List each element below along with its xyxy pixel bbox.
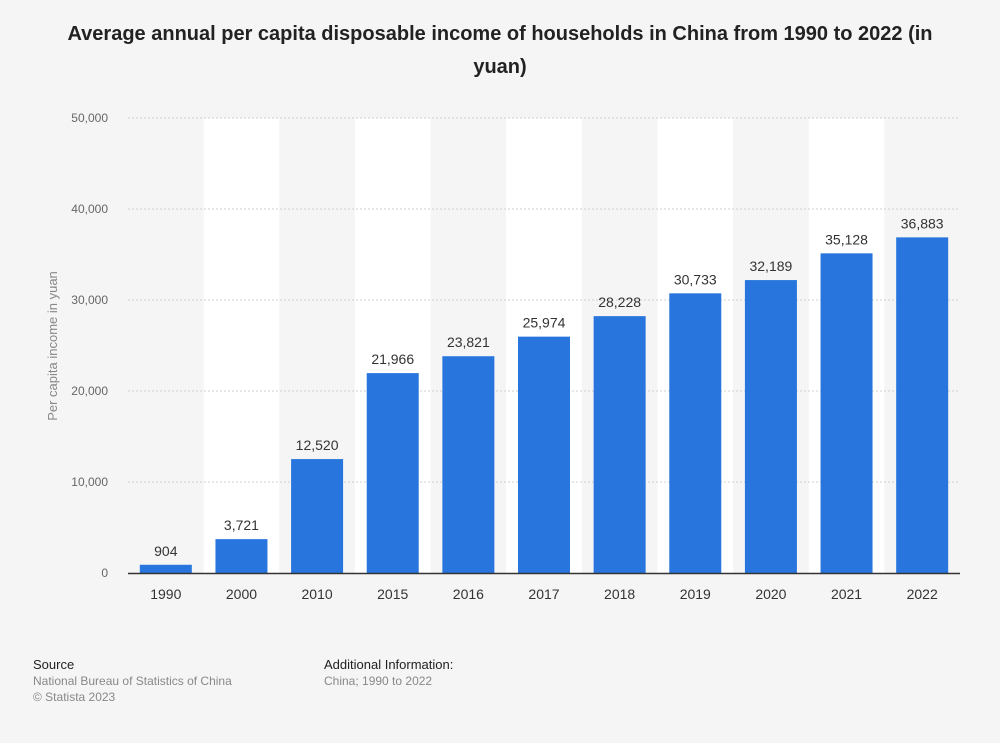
x-axis-ticks: 1990 2000 2010 2015 2016 2017 2018 2019 2020 2021… [150, 586, 938, 602]
chart-title: Average annual per capita disposable inc… [67, 23, 933, 78]
x-tick-label: 2021 [831, 586, 862, 602]
y-tick-label: 50,000 [71, 111, 108, 125]
x-tick-label: 2010 [302, 586, 333, 602]
x-tick-label: 2022 [907, 586, 938, 602]
data-label: 904 [154, 543, 178, 559]
bar [669, 293, 722, 573]
y-tick-label: 40,000 [71, 202, 108, 216]
data-label: 36,883 [901, 215, 944, 231]
data-label: 32,189 [749, 258, 792, 274]
y-axis-ticks: 0 10,000 20,000 30,000 40,000 50,000 [71, 111, 108, 580]
bar [820, 253, 873, 573]
x-tick-label: 2020 [755, 586, 786, 602]
bar [215, 539, 268, 573]
bar-chart: 0 10,000 20,000 30,000 40,000 50,000 904 3,721… [45, 111, 960, 602]
y-tick-label: 20,000 [71, 384, 108, 398]
data-labels: 904 3,721 12,520 21,966 23,821 25,974 28,228 30… [154, 215, 944, 558]
data-label: 12,520 [296, 437, 339, 453]
data-label: 25,974 [523, 315, 566, 331]
y-tick-label: 10,000 [71, 475, 108, 489]
x-tick-label: 2016 [453, 586, 484, 602]
additional-info-text: China; 1990 to 2022 [324, 674, 433, 688]
data-label: 3,721 [224, 517, 259, 533]
data-label: 30,733 [674, 271, 717, 287]
additional-info-heading: Additional Information: [324, 657, 454, 672]
y-tick-label: 0 [101, 566, 108, 580]
x-tick-label: 2017 [528, 586, 559, 602]
bar [593, 316, 646, 573]
background-band [203, 118, 280, 573]
data-label: 35,128 [825, 231, 868, 247]
bar [139, 564, 192, 573]
source-line[interactable]: National Bureau of Statistics of China [33, 674, 232, 688]
data-label: 23,821 [447, 334, 490, 350]
bar [366, 373, 419, 573]
bar [518, 336, 570, 573]
bar [442, 356, 495, 573]
bars [139, 237, 949, 574]
y-tick-label: 30,000 [71, 293, 108, 307]
bar [291, 459, 344, 573]
source-block: Source National Bureau of Statistics of … [33, 657, 232, 705]
bar [896, 237, 949, 574]
data-label: 28,228 [598, 294, 641, 310]
y-axis-label: Per capita income in yuan [45, 271, 60, 421]
source-heading: Source [33, 657, 75, 672]
additional-info-block: Additional Information: China; 1990 to 2… [324, 657, 453, 689]
x-tick-label: 1990 [150, 586, 181, 602]
x-tick-label: 2015 [377, 586, 408, 602]
bar [744, 280, 797, 573]
x-tick-label: 2000 [226, 586, 257, 602]
x-tick-label: 2018 [604, 586, 635, 602]
copyright-line: © Statista 2023 [33, 690, 116, 704]
x-tick-label: 2019 [680, 586, 711, 602]
data-label: 21,966 [371, 351, 414, 367]
